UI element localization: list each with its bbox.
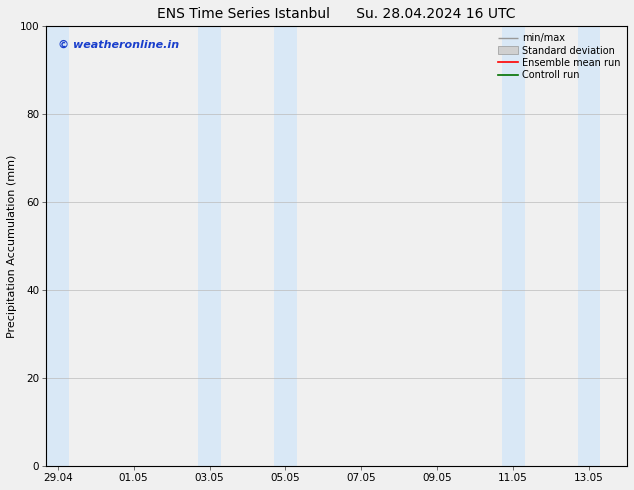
Bar bbox=[46, 26, 69, 466]
Legend: min/max, Standard deviation, Ensemble mean run, Controll run: min/max, Standard deviation, Ensemble me… bbox=[496, 31, 622, 82]
Bar bbox=[274, 26, 297, 466]
Title: ENS Time Series Istanbul      Su. 28.04.2024 16 UTC: ENS Time Series Istanbul Su. 28.04.2024 … bbox=[157, 7, 516, 21]
Bar bbox=[501, 26, 524, 466]
Bar bbox=[578, 26, 600, 466]
Y-axis label: Precipitation Accumulation (mm): Precipitation Accumulation (mm) bbox=[7, 154, 17, 338]
Text: © weatheronline.in: © weatheronline.in bbox=[58, 40, 179, 49]
Bar bbox=[198, 26, 221, 466]
